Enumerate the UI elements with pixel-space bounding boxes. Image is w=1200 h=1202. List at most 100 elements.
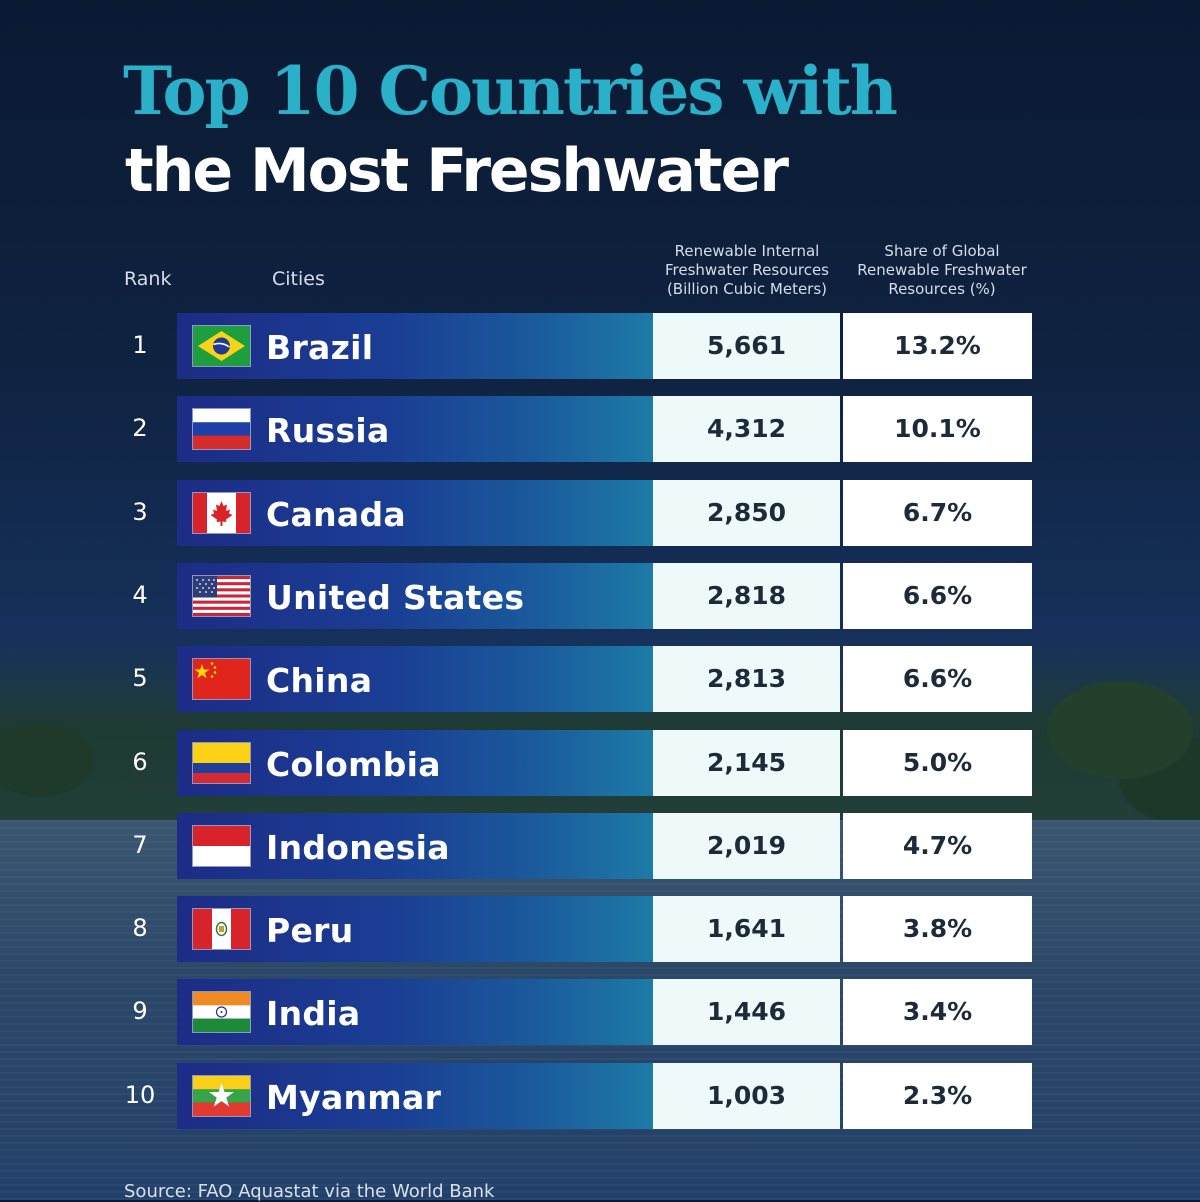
- source-note: Source: FAO Aquastat via the World Bank: [124, 1181, 495, 1202]
- share-cell: 3.8%: [843, 896, 1032, 962]
- table-row: 10 Myanmar 1,003 2.3%: [0, 1063, 1200, 1129]
- share-cell: 4.7%: [843, 813, 1032, 879]
- table-row: 6 Colombia 2,145 5.0%: [0, 730, 1200, 796]
- header-freshwater-resources: Renewable Internal Freshwater Resources …: [652, 242, 842, 299]
- share-cell: 10.1%: [843, 396, 1032, 462]
- rank-number: 8: [132, 914, 148, 942]
- table-row: 7 Indonesia 2,019 4.7%: [0, 813, 1200, 879]
- resources-value: 2,019: [706, 831, 787, 860]
- resources-cell: 2,813: [653, 646, 840, 712]
- country-name: Peru: [266, 911, 354, 950]
- country-bar: [177, 313, 653, 379]
- resources-value: 2,818: [706, 581, 787, 610]
- country-name: Myanmar: [266, 1078, 442, 1117]
- table-row: 9 India 1,446 3.4%: [0, 979, 1200, 1045]
- country-name: Indonesia: [266, 828, 450, 867]
- share-value: 6.6%: [902, 581, 973, 610]
- resources-value: 1,641: [706, 914, 787, 943]
- table-row: 3 Canada 2,850 6.7%: [0, 480, 1200, 546]
- header-col1-line: Renewable Internal: [674, 242, 820, 260]
- resources-value: 1,003: [706, 1081, 787, 1110]
- header-col1-line: (Billion Cubic Meters): [666, 280, 828, 298]
- indonesia-flag-icon: [193, 826, 250, 866]
- resources-value: 1,446: [706, 997, 787, 1026]
- country-name: Canada: [266, 495, 406, 534]
- resources-cell: 1,003: [653, 1063, 840, 1129]
- share-cell: 3.4%: [843, 979, 1032, 1045]
- share-cell: 2.3%: [843, 1063, 1032, 1129]
- table-row: 4 United States 2,818 6.6%: [0, 563, 1200, 629]
- header-cities: Cities: [272, 268, 325, 290]
- resources-cell: 2,850: [653, 480, 840, 546]
- country-bar: [177, 813, 653, 879]
- resources-cell: 1,446: [653, 979, 840, 1045]
- header-col1-line: Freshwater Resources: [664, 261, 830, 279]
- share-value: 3.4%: [902, 997, 973, 1026]
- india-flag-icon: [193, 992, 250, 1032]
- share-cell: 6.6%: [843, 646, 1032, 712]
- myanmar-flag-icon: [193, 1076, 250, 1116]
- country-bar: [177, 480, 653, 546]
- resources-cell: 5,661: [653, 313, 840, 379]
- country-bar: [177, 896, 653, 962]
- usa-flag-icon: [193, 576, 250, 616]
- brazil-flag-icon: [193, 326, 250, 366]
- canada-flag-icon: [193, 493, 250, 533]
- rank-number: 7: [132, 831, 148, 859]
- header-col2-line: Renewable Freshwater: [857, 261, 1027, 279]
- table-row: 5 China 2,813 6.6%: [0, 646, 1200, 712]
- table-row: 1 Brazil 5,661 13.2%: [0, 313, 1200, 379]
- country-bar: [177, 730, 653, 796]
- country-name: Brazil: [266, 328, 374, 367]
- resources-value: 2,813: [706, 664, 787, 693]
- country-name: United States: [266, 578, 525, 617]
- peru-flag-icon: [193, 909, 250, 949]
- rank-number: 9: [132, 997, 148, 1025]
- country-name: Russia: [266, 411, 390, 450]
- share-value: 6.7%: [902, 498, 973, 527]
- resources-value: 2,145: [706, 748, 787, 777]
- resources-value: 2,850: [706, 498, 787, 527]
- resources-cell: 1,641: [653, 896, 840, 962]
- rank-number: 2: [132, 414, 148, 442]
- table-row: 8 Peru 1,641 3.8%: [0, 896, 1200, 962]
- header-global-share: Share of Global Renewable Freshwater Res…: [842, 242, 1042, 299]
- share-cell: 13.2%: [843, 313, 1032, 379]
- header-col2-line: Resources (%): [888, 280, 996, 298]
- share-value: 3.8%: [902, 914, 973, 943]
- country-bar: [177, 563, 653, 629]
- resources-value: 4,312: [706, 414, 787, 443]
- share-cell: 6.6%: [843, 563, 1032, 629]
- russia-flag-icon: [193, 409, 250, 449]
- title-line-1: Top 10 Countries with: [123, 52, 898, 130]
- table-row: 2 Russia 4,312 10.1%: [0, 396, 1200, 462]
- country-name: Colombia: [266, 745, 441, 784]
- share-cell: 5.0%: [843, 730, 1032, 796]
- title-line-2: the Most Freshwater: [125, 136, 789, 206]
- share-value: 4.7%: [902, 831, 973, 860]
- resources-cell: 2,019: [653, 813, 840, 879]
- resources-cell: 2,145: [653, 730, 840, 796]
- resources-cell: 4,312: [653, 396, 840, 462]
- header-col2-line: Share of Global: [884, 242, 1000, 260]
- share-cell: 6.7%: [843, 480, 1032, 546]
- rank-number: 3: [132, 498, 148, 526]
- share-value: 13.2%: [894, 331, 981, 360]
- china-flag-icon: [193, 659, 250, 699]
- share-value: 10.1%: [894, 414, 981, 443]
- share-value: 6.6%: [902, 664, 973, 693]
- country-bar: [177, 396, 653, 462]
- rank-number: 10: [124, 1081, 156, 1109]
- country-name: China: [266, 661, 373, 700]
- rank-number: 1: [132, 331, 148, 359]
- country-bar: [177, 646, 653, 712]
- resources-cell: 2,818: [653, 563, 840, 629]
- country-bar: [177, 979, 653, 1045]
- rank-number: 5: [132, 664, 148, 692]
- colombia-flag-icon: [193, 743, 250, 783]
- header-rank: Rank: [124, 268, 172, 290]
- rank-number: 6: [132, 748, 148, 776]
- country-bar: [177, 1063, 653, 1129]
- resources-value: 5,661: [706, 331, 787, 360]
- share-value: 2.3%: [902, 1081, 973, 1110]
